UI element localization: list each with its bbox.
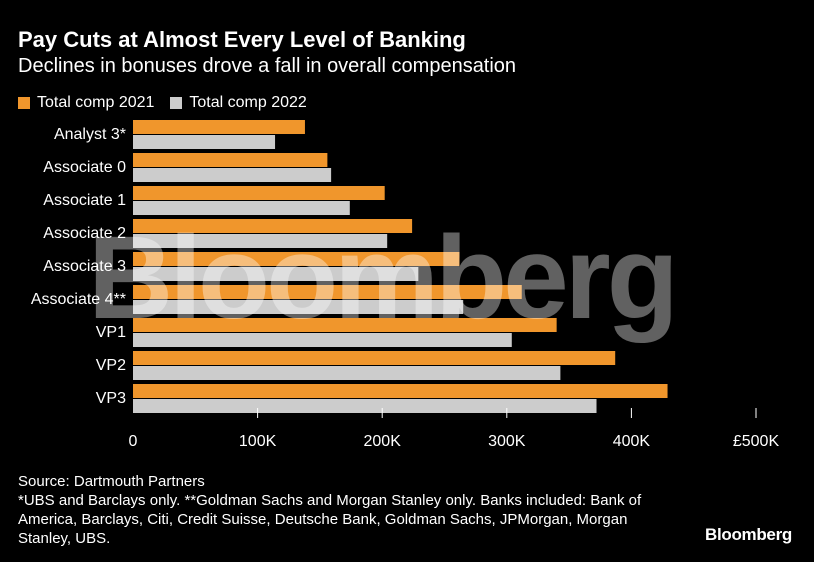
legend-label-2022: Total comp 2022 bbox=[189, 94, 307, 111]
bar-2021 bbox=[133, 186, 385, 200]
bloomberg-logo: Bloomberg bbox=[704, 525, 792, 544]
legend-item-2021: Total comp 2021 bbox=[18, 94, 154, 112]
legend: Total comp 2021 Total comp 2022 bbox=[18, 94, 323, 112]
bar-2021 bbox=[133, 120, 305, 134]
source-note: Source: Dartmouth Partners bbox=[18, 473, 205, 490]
bar-2022 bbox=[133, 168, 332, 182]
chart-footer: Source: Dartmouth Partners *UBS and Barc… bbox=[18, 472, 658, 548]
category-label: Associate 2 bbox=[43, 225, 126, 242]
category-label: Associate 0 bbox=[43, 159, 126, 176]
bar-2022 bbox=[133, 333, 512, 347]
category-label: VP1 bbox=[96, 324, 126, 341]
legend-label-2021: Total comp 2021 bbox=[37, 94, 155, 111]
x-tick-label: £500K bbox=[733, 433, 780, 450]
bar-chart: Analyst 3* Associate 0 Associate 1 Associat… bbox=[31, 120, 780, 450]
category-label: VP2 bbox=[96, 357, 126, 374]
category-label: Associate 4** bbox=[31, 291, 126, 308]
bar-2021 bbox=[133, 384, 668, 398]
legend-item-2022: Total comp 2022 bbox=[170, 94, 307, 112]
bar-2022 bbox=[133, 300, 464, 314]
bar-2021 bbox=[133, 252, 460, 266]
chart-title: Pay Cuts at Almost Every Level of Bankin… bbox=[18, 27, 466, 52]
chart-subtitle: Declines in bonuses drove a fall in over… bbox=[18, 55, 517, 77]
x-tick-label: 0 bbox=[129, 433, 138, 450]
x-tick-label: 200K bbox=[364, 433, 402, 450]
bar-2021 bbox=[133, 318, 557, 332]
category-label: Analyst 3* bbox=[54, 126, 126, 143]
category-label: Associate 1 bbox=[43, 192, 126, 209]
bar-2022 bbox=[133, 234, 388, 248]
category-label: Associate 3 bbox=[43, 258, 126, 275]
bar-2022 bbox=[133, 399, 597, 413]
bar-2021 bbox=[133, 219, 413, 233]
bar-2021 bbox=[133, 285, 522, 299]
bar-2021 bbox=[133, 351, 616, 365]
legend-swatch-2022 bbox=[170, 97, 183, 109]
x-tick-label: 300K bbox=[488, 433, 526, 450]
bar-2021 bbox=[133, 153, 328, 167]
x-tick-label: 400K bbox=[613, 433, 651, 450]
x-tick-label: 100K bbox=[239, 433, 277, 450]
bar-2022 bbox=[133, 267, 419, 281]
legend-swatch-2021 bbox=[18, 97, 30, 109]
bar-2022 bbox=[133, 135, 276, 149]
footnotes: *UBS and Barclays only. **Goldman Sachs … bbox=[18, 492, 642, 547]
category-label: VP3 bbox=[96, 390, 126, 407]
bar-2022 bbox=[133, 366, 561, 380]
bar-2022 bbox=[133, 201, 350, 215]
